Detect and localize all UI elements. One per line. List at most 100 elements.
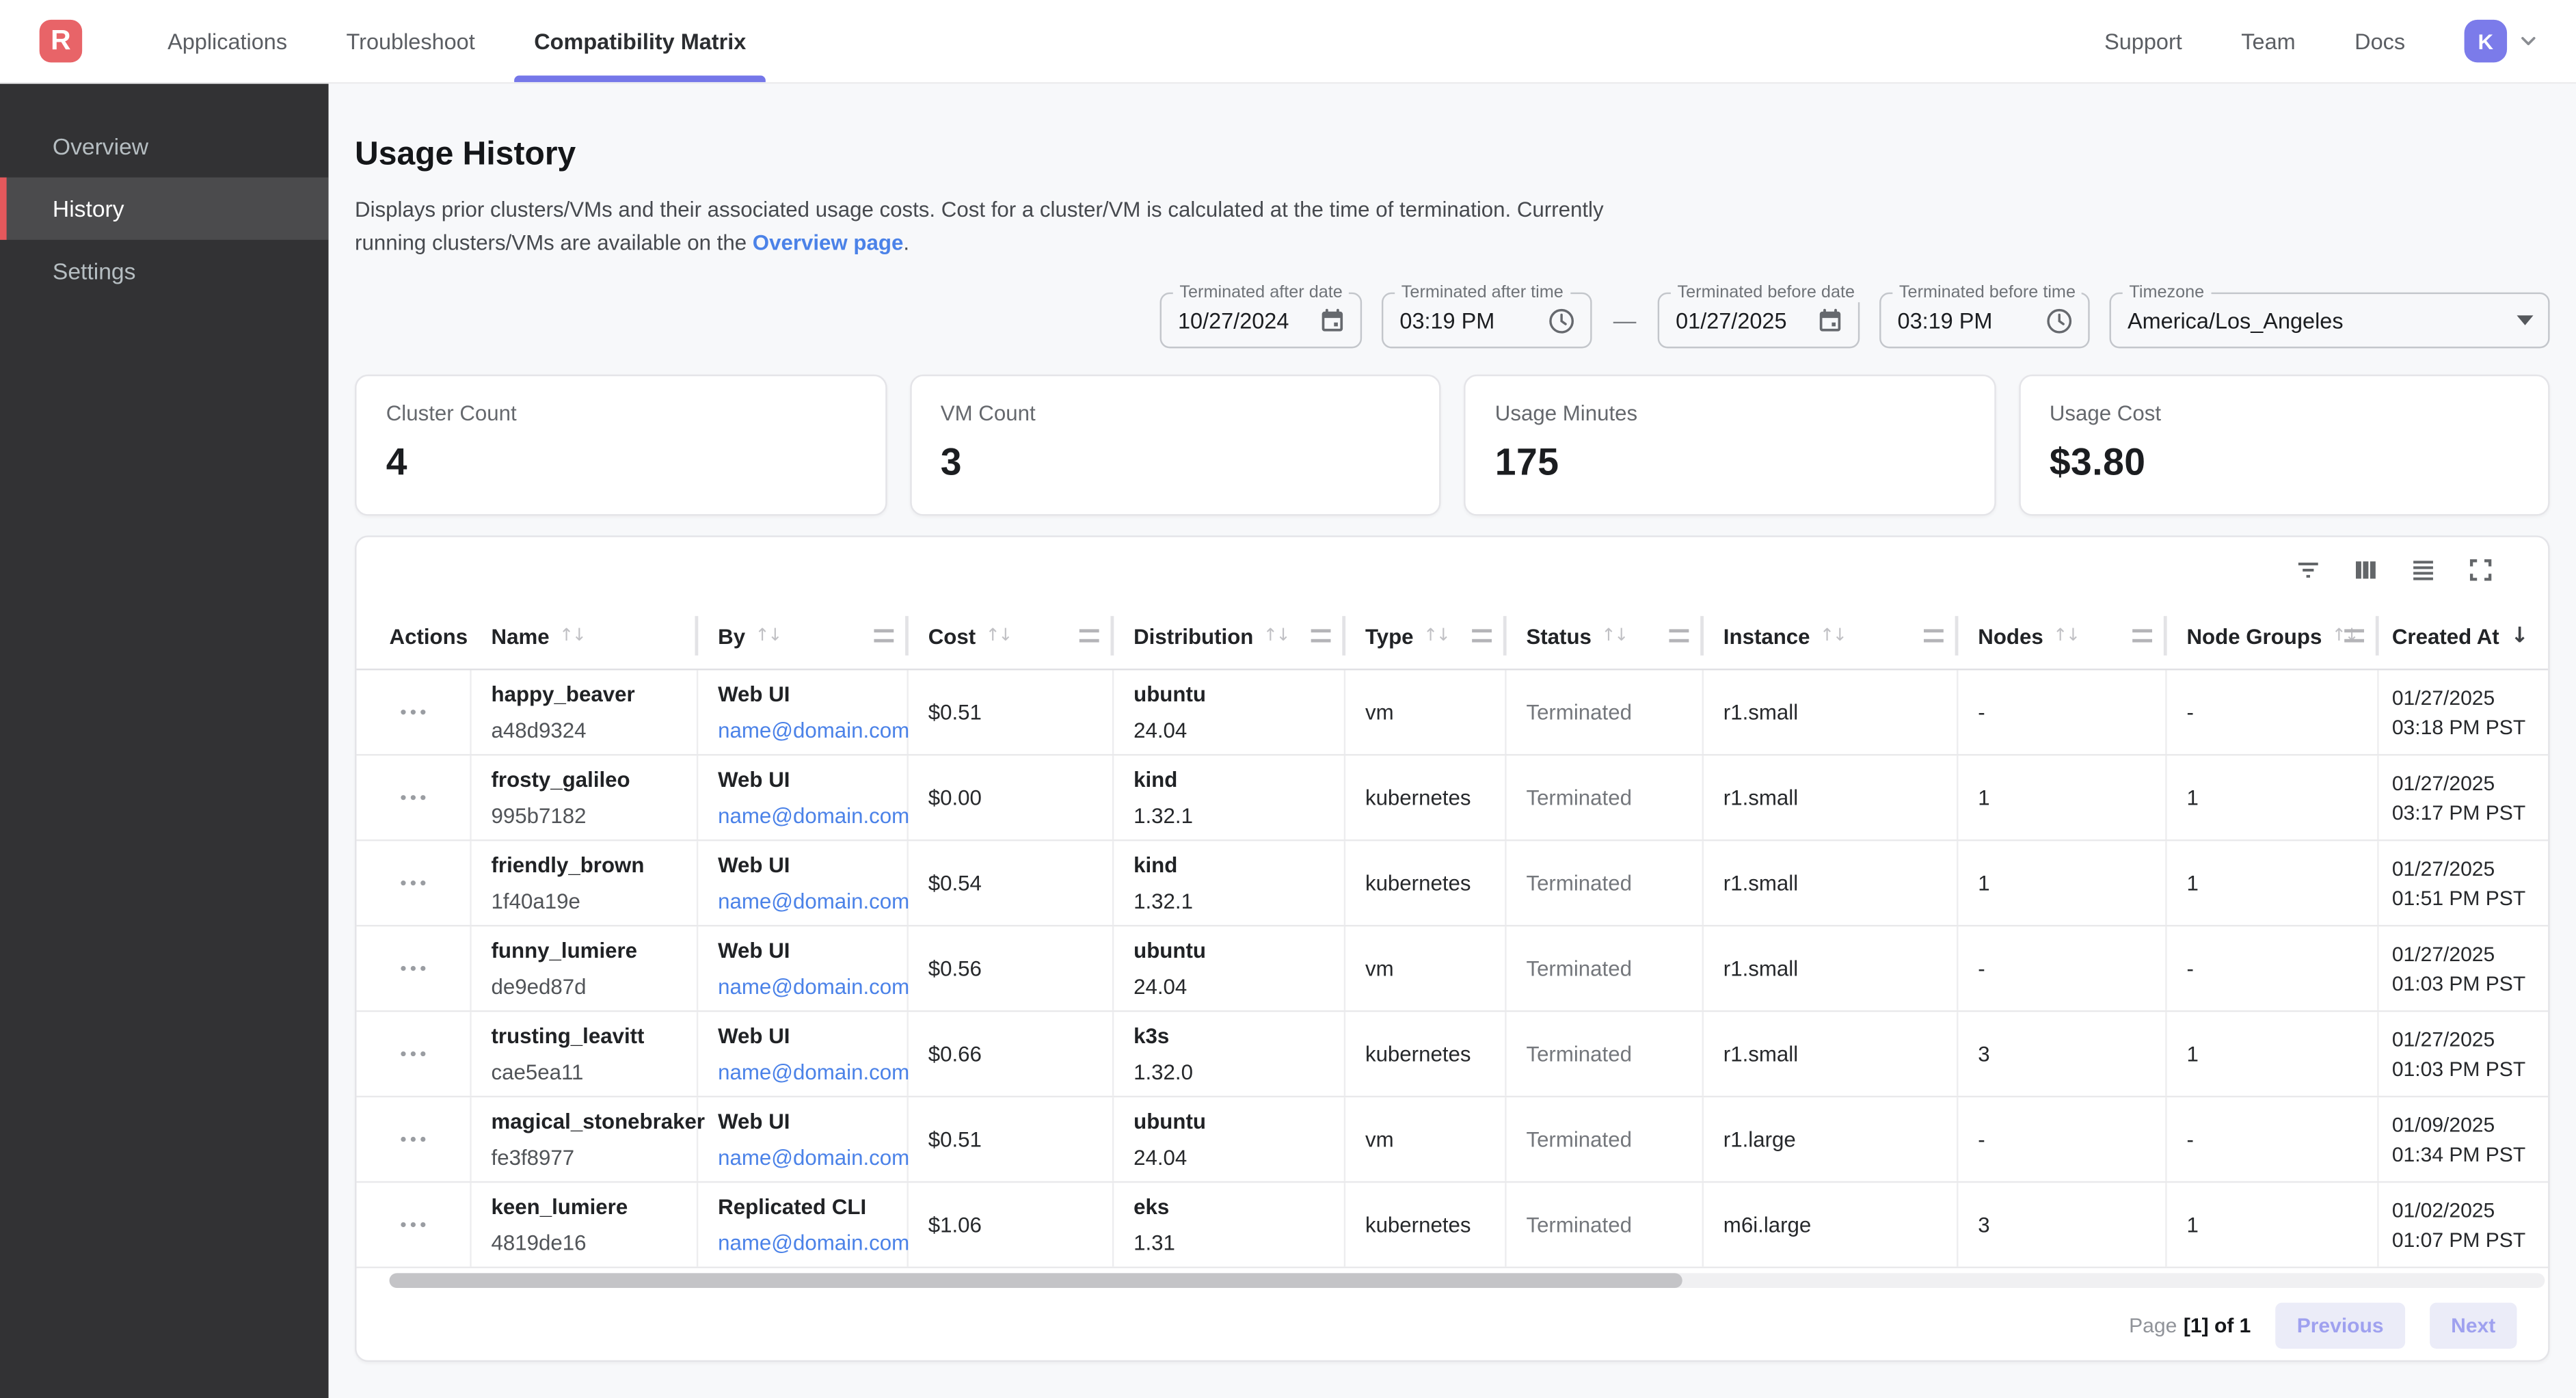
column-resize-handle[interactable] xyxy=(2344,629,2365,643)
usage-cost-value: $3.80 xyxy=(2049,440,2146,483)
column-header-nodes[interactable]: Nodes xyxy=(1958,603,2167,669)
row-actions-button[interactable] xyxy=(394,788,431,807)
sort-icon[interactable] xyxy=(755,626,781,646)
terminated-before-time-field[interactable]: Terminated before time 03:19 PM xyxy=(1879,282,2090,349)
column-resize-handle[interactable] xyxy=(1311,629,1331,643)
table-row: funny_lumiere de9ed87d Web UI name@domain.… xyxy=(356,926,2549,1012)
row-actions-button[interactable] xyxy=(394,874,431,892)
column-header-type[interactable]: Type xyxy=(1345,603,1507,669)
status-badge: Terminated xyxy=(1526,699,1632,725)
filter-bar: Terminated after date 10/27/2024 Termina… xyxy=(355,282,2550,349)
fullscreen-icon[interactable] xyxy=(2466,555,2495,584)
email-link[interactable]: name@domain.com xyxy=(718,889,910,914)
nav-link-team[interactable]: Team xyxy=(2241,29,2296,54)
column-header-instance[interactable]: Instance xyxy=(1704,603,1959,669)
stat-card-usage-minutes: Usage Minutes 175 xyxy=(1464,374,1996,516)
range-separator: — xyxy=(1613,307,1637,334)
sidebar: Overview History Settings xyxy=(0,82,329,1398)
column-resize-handle[interactable] xyxy=(1472,629,1492,643)
cluster-name: frosty_galileo xyxy=(491,767,630,792)
cluster-id: fe3f8977 xyxy=(491,1144,575,1170)
table-header-row: Actions Name By Cost Distribution Type S… xyxy=(356,603,2549,671)
column-header-status[interactable]: Status xyxy=(1507,603,1704,669)
column-header-node-groups[interactable]: Node Groups xyxy=(2167,603,2379,669)
row-actions-button[interactable] xyxy=(394,1215,431,1234)
column-resize-handle[interactable] xyxy=(874,629,894,643)
columns-icon[interactable] xyxy=(2351,555,2380,584)
horizontal-scrollbar-thumb[interactable] xyxy=(389,1273,1683,1288)
timezone-select[interactable]: Timezone America/Los_Angeles xyxy=(2109,282,2550,349)
previous-page-button[interactable]: Previous xyxy=(2275,1302,2405,1349)
status-badge: Terminated xyxy=(1526,1041,1632,1066)
row-actions-button[interactable] xyxy=(394,959,431,978)
email-link[interactable]: name@domain.com xyxy=(718,803,910,829)
row-actions-button[interactable] xyxy=(394,1130,431,1148)
terminated-after-date-field[interactable]: Terminated after date 10/27/2024 xyxy=(1159,282,1363,349)
nav-item-troubleshoot[interactable]: Troubleshoot xyxy=(346,29,475,54)
nav-link-support[interactable]: Support xyxy=(2104,29,2182,54)
column-resize-handle[interactable] xyxy=(1923,629,1944,643)
sort-icon[interactable] xyxy=(2053,626,2079,646)
sort-icon[interactable] xyxy=(1423,626,1449,646)
sidebar-item-settings[interactable]: Settings xyxy=(52,258,136,284)
sort-icon[interactable] xyxy=(1263,626,1289,646)
nav-item-applications[interactable]: Applications xyxy=(167,29,288,54)
row-actions-button[interactable] xyxy=(394,703,431,721)
status-badge: Terminated xyxy=(1526,1127,1632,1152)
column-resize-handle[interactable] xyxy=(1669,629,1689,643)
chevron-down-icon[interactable] xyxy=(2517,29,2540,53)
cluster-name: funny_lumiere xyxy=(491,938,638,963)
calendar-icon[interactable] xyxy=(1319,307,1345,333)
sort-icon[interactable] xyxy=(986,626,1012,646)
cluster-id: a48d9324 xyxy=(491,718,587,743)
clock-icon[interactable] xyxy=(2045,306,2074,334)
calendar-icon[interactable] xyxy=(1817,307,1843,333)
dropdown-arrow-icon xyxy=(2517,315,2534,325)
stat-card-vm-count: VM Count 3 xyxy=(909,374,1441,516)
clock-icon[interactable] xyxy=(1548,306,1576,334)
terminated-after-time-field[interactable]: Terminated after time 03:19 PM xyxy=(1381,282,1592,349)
email-link[interactable]: name@domain.com xyxy=(718,1230,910,1255)
email-link[interactable]: name@domain.com xyxy=(718,1144,910,1170)
nav-item-compatibility-matrix[interactable]: Compatibility Matrix xyxy=(505,0,776,83)
cluster-name: friendly_brown xyxy=(491,852,645,878)
pagination-bar: Page [1] of 1 Previous Next xyxy=(356,1291,2548,1360)
sort-desc-icon[interactable] xyxy=(2511,623,2529,648)
email-link[interactable]: name@domain.com xyxy=(718,1059,910,1085)
cluster-id: de9ed87d xyxy=(491,974,587,999)
cluster-id: 4819de16 xyxy=(491,1230,587,1255)
email-link[interactable]: name@domain.com xyxy=(718,974,910,999)
sort-icon[interactable] xyxy=(559,626,585,646)
table-row: magical_stonebraker fe3f8977 Web UI name@d… xyxy=(356,1097,2549,1183)
email-link[interactable]: name@domain.com xyxy=(718,718,910,743)
column-resize-handle[interactable] xyxy=(2132,629,2153,643)
vm-count-value: 3 xyxy=(940,440,962,483)
sidebar-item-history[interactable]: History xyxy=(0,177,329,240)
replicated-logo[interactable]: R xyxy=(39,19,83,63)
density-icon[interactable] xyxy=(2409,555,2438,584)
cluster-name: happy_beaver xyxy=(491,682,635,707)
stat-cards: Cluster Count 4 VM Count 3 Usage Minutes… xyxy=(355,374,2550,516)
terminated-before-date-field[interactable]: Terminated before date 01/27/2025 xyxy=(1657,282,1862,349)
overview-page-link[interactable]: Overview page xyxy=(752,229,904,254)
table-row: friendly_brown 1f40a19e Web UI name@domain… xyxy=(356,841,2549,927)
cluster-id: 1f40a19e xyxy=(491,889,580,914)
status-badge: Terminated xyxy=(1526,785,1632,810)
column-header-distribution[interactable]: Distribution xyxy=(1114,603,1346,669)
column-header-by[interactable]: By xyxy=(698,603,909,669)
column-header-cost[interactable]: Cost xyxy=(909,603,1114,669)
sort-icon[interactable] xyxy=(1601,626,1627,646)
filter-icon[interactable] xyxy=(2294,555,2323,584)
user-avatar[interactable]: K xyxy=(2464,19,2508,63)
column-resize-handle[interactable] xyxy=(1079,629,1099,643)
next-page-button[interactable]: Next xyxy=(2429,1302,2517,1349)
sidebar-item-overview[interactable]: Overview xyxy=(52,133,149,160)
column-header-name[interactable]: Name xyxy=(472,603,699,669)
horizontal-scrollbar-track[interactable] xyxy=(389,1273,2545,1288)
nav-link-docs[interactable]: Docs xyxy=(2354,29,2406,54)
row-actions-button[interactable] xyxy=(394,1045,431,1063)
top-nav: R Applications Troubleshoot Compatibilit… xyxy=(0,0,2576,84)
sort-icon[interactable] xyxy=(1820,626,1846,646)
column-header-created-at[interactable]: Created At xyxy=(2379,603,2549,669)
